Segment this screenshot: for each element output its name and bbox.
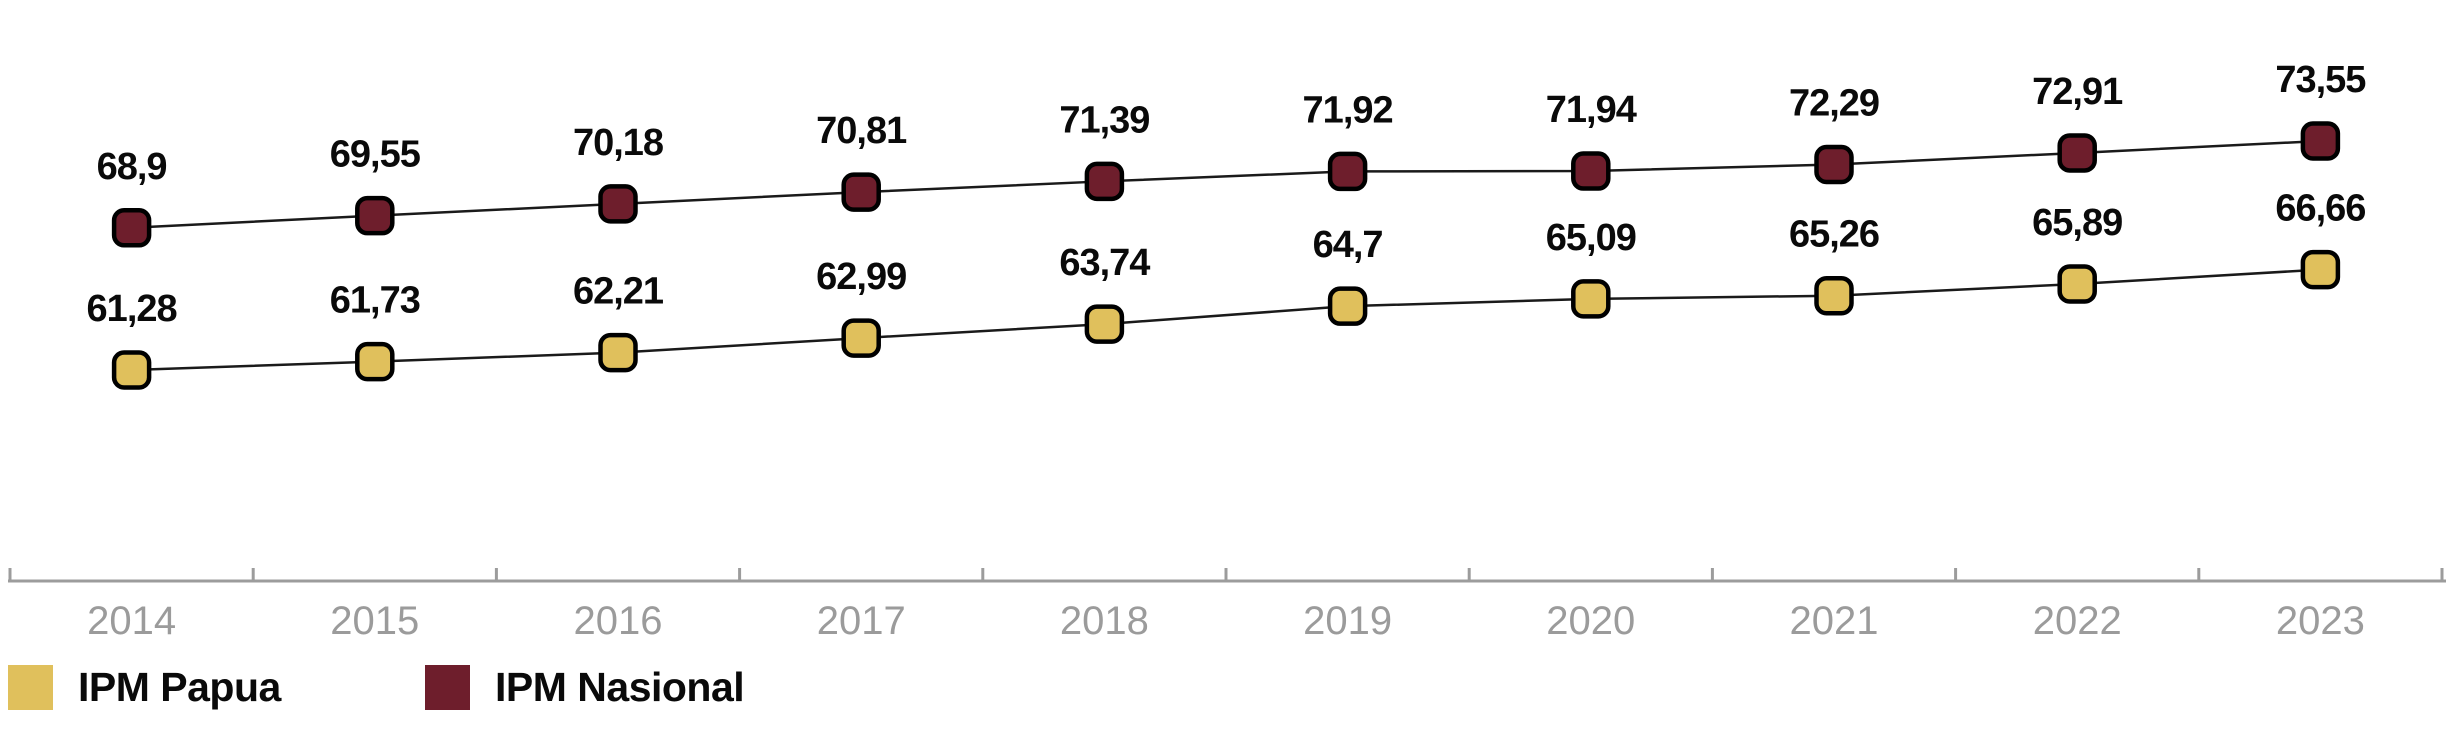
data-point-marker-ipm-papua-2014	[111, 350, 152, 390]
x-axis-label-2021: 2021	[1790, 599, 1879, 643]
data-label-ipm-nasional-2017: 70,81	[816, 110, 907, 152]
data-label-ipm-nasional-2020: 71,94	[1546, 89, 1637, 131]
legend-swatch-ipm-nasional	[425, 665, 470, 710]
legend-item-ipm-nasional: IPM Nasional	[425, 664, 745, 711]
legend-swatch-ipm-papua	[8, 665, 53, 710]
x-axis-label-2015: 2015	[330, 599, 419, 643]
data-label-ipm-nasional-2019: 71,92	[1303, 89, 1393, 131]
legend-label-ipm-nasional: IPM Nasional	[495, 664, 745, 710]
data-point-marker-ipm-nasional-2016	[598, 184, 638, 224]
data-point-marker-ipm-nasional-2020	[1571, 151, 1611, 191]
legend: IPM Papua IPM Nasional	[8, 664, 2454, 716]
data-point-marker-ipm-nasional-2018	[1084, 161, 1125, 202]
data-point-marker-ipm-papua-2019	[1327, 286, 1368, 326]
x-axis-label-2014: 2014	[87, 599, 176, 643]
data-point-marker-ipm-nasional-2017	[841, 172, 881, 212]
x-axis-label-2019: 2019	[1303, 599, 1392, 643]
data-point-marker-ipm-papua-2017	[841, 318, 881, 358]
data-point-marker-ipm-papua-2015	[355, 341, 395, 382]
data-point-marker-ipm-nasional-2023	[2300, 121, 2341, 161]
x-axis-label-2016: 2016	[574, 599, 663, 643]
data-label-ipm-papua-2020: 65,09	[1546, 217, 1636, 259]
data-point-marker-ipm-papua-2023	[2300, 249, 2341, 290]
data-label-ipm-papua-2016: 62,21	[573, 271, 664, 313]
data-label-ipm-papua-2022: 65,89	[2032, 202, 2122, 244]
data-point-marker-ipm-nasional-2022	[2057, 133, 2097, 173]
x-axis-label-2017: 2017	[817, 599, 906, 643]
series-line-ipm-nasional	[131, 139, 2321, 230]
data-point-marker-ipm-nasional-2014	[111, 208, 152, 248]
data-label-ipm-papua-2019: 64,7	[1313, 224, 1383, 266]
data-label-ipm-nasional-2016: 70,18	[573, 122, 663, 164]
data-label-ipm-nasional-2021: 72,29	[1789, 83, 1879, 125]
data-point-marker-ipm-nasional-2015	[355, 195, 395, 236]
data-label-ipm-papua-2018: 63,74	[1059, 242, 1150, 284]
data-label-ipm-nasional-2023: 73,55	[2275, 59, 2366, 101]
x-axis-label-2018: 2018	[1060, 599, 1149, 643]
data-point-marker-ipm-nasional-2021	[1814, 144, 1854, 185]
data-point-marker-ipm-papua-2018	[1084, 304, 1125, 344]
data-label-ipm-nasional-2015: 69,55	[330, 134, 421, 176]
x-axis-label-2023: 2023	[2276, 599, 2365, 643]
data-label-ipm-papua-2015: 61,73	[330, 280, 420, 322]
data-label-ipm-papua-2021: 65,26	[1789, 214, 1879, 256]
data-point-marker-ipm-papua-2016	[598, 332, 638, 373]
data-label-ipm-nasional-2022: 72,91	[2032, 71, 2123, 113]
data-point-marker-ipm-papua-2020	[1571, 279, 1611, 319]
legend-label-ipm-papua: IPM Papua	[78, 664, 281, 710]
legend-item-ipm-papua: IPM Papua	[8, 664, 281, 711]
data-label-ipm-nasional-2014: 68,9	[97, 146, 167, 188]
x-axis-label-2020: 2020	[1546, 599, 1635, 643]
data-point-marker-ipm-papua-2022	[2057, 264, 2097, 304]
series-line-ipm-papua	[131, 268, 2321, 372]
data-label-ipm-nasional-2018: 71,39	[1059, 99, 1149, 141]
data-point-marker-ipm-nasional-2019	[1327, 151, 1368, 192]
data-label-ipm-papua-2023: 66,66	[2275, 188, 2365, 230]
data-label-ipm-papua-2014: 61,28	[87, 288, 177, 330]
data-label-ipm-papua-2017: 62,99	[816, 256, 906, 298]
x-axis-label-2022: 2022	[2033, 599, 2122, 643]
data-point-marker-ipm-papua-2021	[1814, 275, 1854, 316]
